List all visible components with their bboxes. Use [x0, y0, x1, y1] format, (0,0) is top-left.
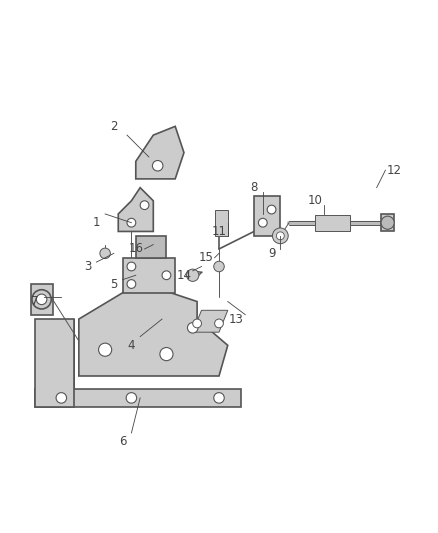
Circle shape [56, 393, 67, 403]
Text: 2: 2 [110, 120, 118, 133]
Circle shape [127, 262, 136, 271]
Circle shape [140, 201, 149, 209]
Circle shape [127, 219, 136, 227]
Polygon shape [136, 236, 166, 258]
Circle shape [193, 319, 201, 328]
Circle shape [100, 248, 110, 259]
Circle shape [215, 319, 223, 328]
Text: 15: 15 [198, 251, 213, 264]
Circle shape [187, 322, 198, 333]
Circle shape [36, 294, 47, 304]
Circle shape [126, 393, 137, 403]
Polygon shape [193, 310, 228, 332]
Text: 7: 7 [31, 295, 39, 308]
Text: 14: 14 [177, 269, 191, 282]
Circle shape [214, 393, 224, 403]
Polygon shape [123, 258, 175, 293]
Circle shape [99, 343, 112, 356]
Text: 5: 5 [110, 278, 117, 290]
Polygon shape [35, 389, 241, 407]
Circle shape [272, 228, 288, 244]
Text: 9: 9 [268, 247, 276, 260]
Polygon shape [136, 126, 184, 179]
Circle shape [187, 269, 199, 281]
Polygon shape [35, 319, 74, 407]
Circle shape [127, 280, 136, 288]
Polygon shape [79, 280, 228, 376]
Circle shape [152, 160, 163, 171]
Text: 1: 1 [92, 216, 100, 229]
Text: 16: 16 [128, 243, 143, 255]
Polygon shape [215, 209, 228, 236]
Polygon shape [118, 188, 153, 231]
Polygon shape [31, 284, 53, 314]
Text: 8: 8 [251, 181, 258, 194]
Polygon shape [381, 214, 394, 231]
Circle shape [160, 348, 173, 361]
Text: 10: 10 [308, 195, 323, 207]
Polygon shape [315, 215, 350, 231]
Polygon shape [254, 197, 280, 236]
Text: 3: 3 [84, 260, 91, 273]
Text: 6: 6 [119, 435, 127, 448]
Circle shape [258, 219, 267, 227]
Text: 12: 12 [387, 164, 402, 176]
Text: 13: 13 [229, 312, 244, 326]
Circle shape [162, 271, 171, 280]
Circle shape [381, 216, 394, 229]
Circle shape [276, 232, 284, 240]
Text: 4: 4 [127, 339, 135, 352]
Text: 11: 11 [212, 225, 226, 238]
Circle shape [32, 290, 51, 309]
Circle shape [267, 205, 276, 214]
Circle shape [214, 261, 224, 272]
